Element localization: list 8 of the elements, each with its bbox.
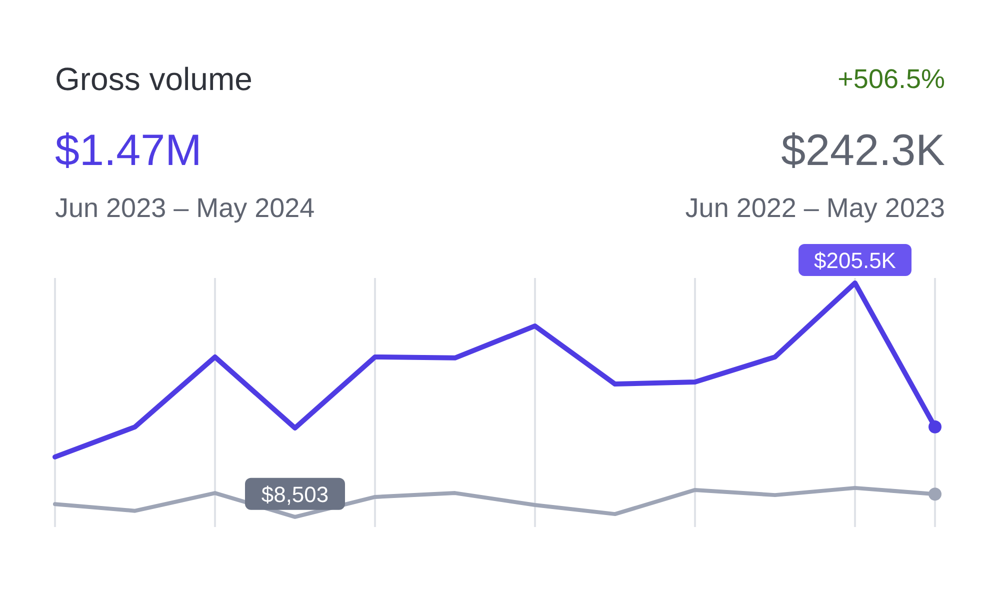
text: +506.5% <box>838 64 945 94</box>
text: Jun 2023 – May 2024 <box>55 193 315 223</box>
text: $1.47M <box>55 126 202 175</box>
text: $242.3K <box>781 126 945 175</box>
data-label: $205.5K <box>814 248 896 273</box>
data-label: $8,503 <box>261 482 329 507</box>
text: Jun 2022 – May 2023 <box>685 193 945 223</box>
chart-title: Gross volume <box>55 61 252 97</box>
